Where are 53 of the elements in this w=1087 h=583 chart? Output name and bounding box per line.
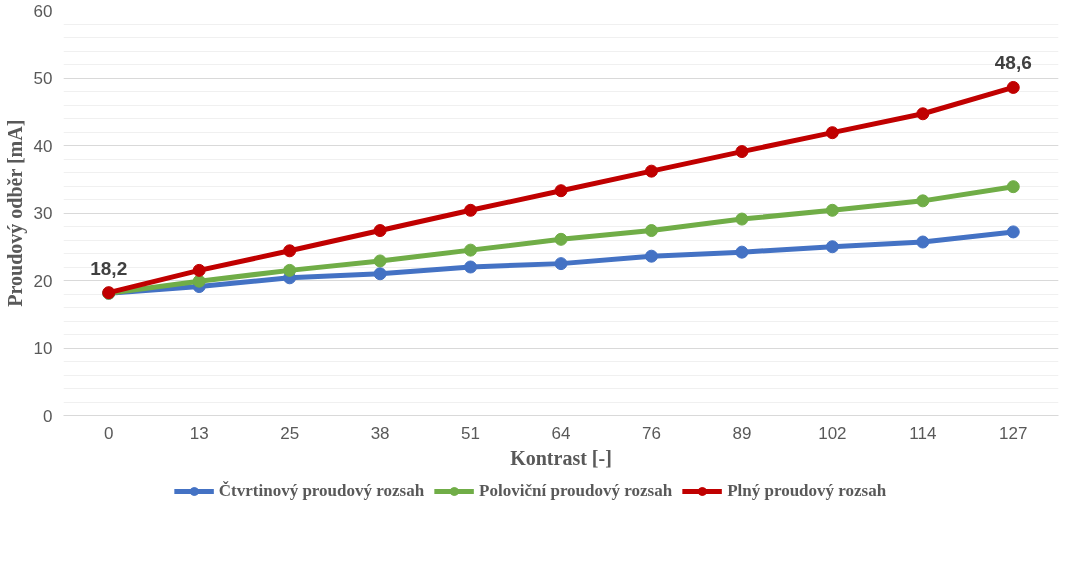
point bbox=[283, 244, 297, 258]
point bbox=[825, 203, 839, 217]
point bbox=[1006, 225, 1020, 239]
y-tick-label: 20 bbox=[33, 271, 53, 291]
point bbox=[825, 126, 839, 140]
y-tick-label: 30 bbox=[33, 204, 53, 223]
x-tick-label: 76 bbox=[642, 423, 661, 443]
y-tick-label: 0 bbox=[43, 406, 53, 426]
point bbox=[554, 184, 568, 198]
point bbox=[825, 240, 839, 254]
y-tick-label: 40 bbox=[33, 136, 53, 156]
point bbox=[916, 194, 930, 208]
point bbox=[1006, 80, 1020, 94]
point bbox=[735, 145, 749, 159]
point bbox=[735, 212, 749, 226]
point bbox=[916, 235, 930, 249]
x-tick-label: 114 bbox=[909, 423, 937, 443]
y-tick-label: 60 bbox=[33, 1, 53, 21]
x-tick-label: 102 bbox=[818, 423, 847, 443]
point bbox=[192, 274, 206, 288]
point bbox=[554, 232, 568, 246]
point bbox=[373, 224, 387, 238]
legend-label: Plný proudový rozsah bbox=[727, 481, 887, 501]
x-tick-label: 127 bbox=[999, 423, 1028, 443]
point bbox=[373, 254, 387, 268]
point bbox=[464, 260, 478, 274]
x-tick-label: 38 bbox=[370, 423, 390, 443]
x-tick-label: 89 bbox=[732, 423, 752, 443]
point bbox=[644, 164, 658, 178]
data-label: 18,2 bbox=[90, 257, 128, 279]
legend-label: Poloviční proudový rozsah bbox=[479, 481, 673, 501]
point bbox=[644, 224, 658, 238]
x-tick-label: 64 bbox=[551, 423, 571, 443]
y-tick-label: 50 bbox=[33, 69, 53, 88]
point bbox=[554, 257, 568, 271]
x-tick-label: 51 bbox=[461, 423, 481, 443]
x-axis-title: Kontrast [-] bbox=[510, 446, 612, 469]
x-tick-label: 13 bbox=[189, 423, 209, 443]
legend-label: Čtvrtinový proudový rozsah bbox=[218, 481, 425, 501]
y-axis-title: Proudový odběr [mA] bbox=[3, 119, 27, 307]
point bbox=[1006, 180, 1020, 194]
point bbox=[644, 249, 658, 263]
point bbox=[192, 263, 206, 277]
x-tick-label: 25 bbox=[280, 423, 300, 443]
point bbox=[373, 267, 387, 281]
x-tick-label: 0 bbox=[104, 423, 114, 443]
data-label: 48,6 bbox=[994, 52, 1032, 74]
y-tick-label: 10 bbox=[33, 339, 53, 358]
point bbox=[916, 107, 930, 121]
point bbox=[735, 245, 749, 259]
point bbox=[464, 243, 478, 257]
point bbox=[464, 203, 478, 217]
point bbox=[283, 263, 297, 277]
